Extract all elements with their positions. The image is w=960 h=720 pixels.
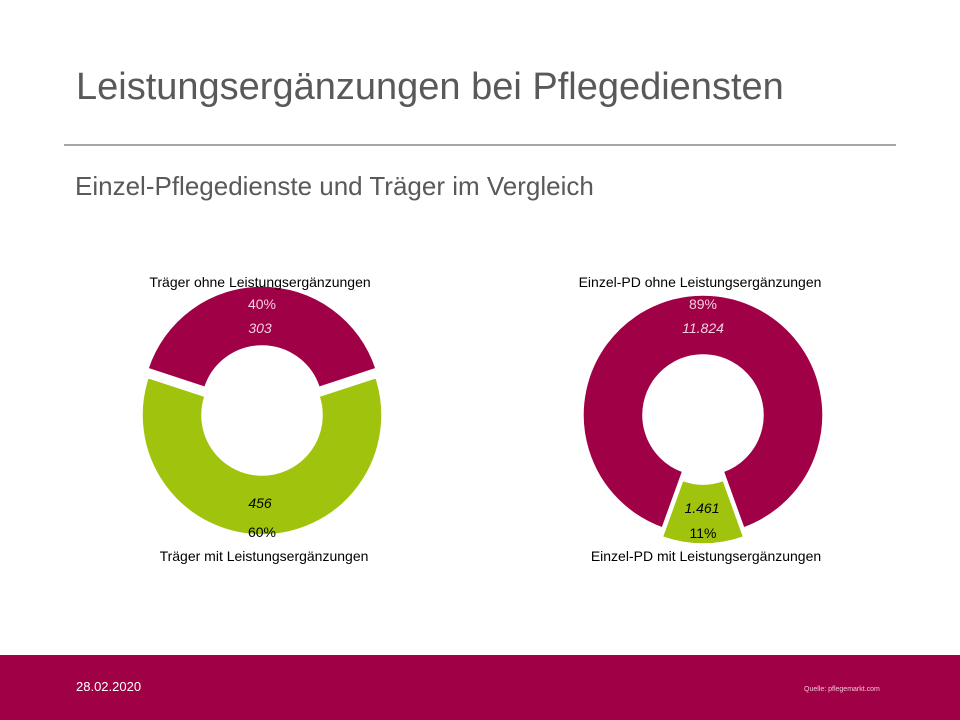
slide-subtitle: Einzel-Pflegedienste und Träger im Vergl… — [75, 171, 594, 201]
donut-charts: Träger ohne Leistungsergänzungen 40% 303… — [141, 274, 824, 564]
footer-date: 28.02.2020 — [76, 679, 142, 694]
slice-label-einzel-ohne: Einzel-PD ohne Leistungsergänzungen — [579, 274, 822, 290]
slice-label-einzel-mit: Einzel-PD mit Leistungsergänzungen — [591, 548, 821, 564]
value-label-einzel-mit: 1.461 — [684, 500, 719, 516]
donut-slice — [661, 479, 745, 545]
value-label-traeger-mit: 456 — [248, 495, 272, 511]
slice-label-traeger-ohne: Träger ohne Leistungsergänzungen — [149, 274, 370, 290]
donut-chart-traeger — [141, 285, 383, 536]
percent-label-traeger-ohne: 40% — [248, 296, 276, 312]
donut-slice — [141, 376, 383, 536]
value-label-einzel-ohne: 11.824 — [682, 320, 724, 336]
donut-slice — [582, 294, 824, 529]
donut-slice — [147, 285, 377, 389]
donut-chart-einzel-pd — [582, 294, 824, 545]
slice-label-traeger-mit: Träger mit Leistungsergänzungen — [160, 548, 369, 564]
value-label-traeger-ohne: 303 — [248, 320, 272, 336]
percent-label-traeger-mit: 60% — [248, 524, 276, 540]
title-divider — [64, 144, 896, 146]
percent-label-einzel-ohne: 89% — [689, 296, 717, 312]
footer-source: Quelle: pflegemarkt.com — [804, 686, 880, 693]
percent-label-einzel-mit: 11% — [690, 525, 717, 541]
footer-bar: 28.02.2020 Quelle: pflegemarkt.com — [0, 655, 960, 720]
slide-title: Leistungsergänzungen bei Pflegediensten — [76, 66, 784, 108]
